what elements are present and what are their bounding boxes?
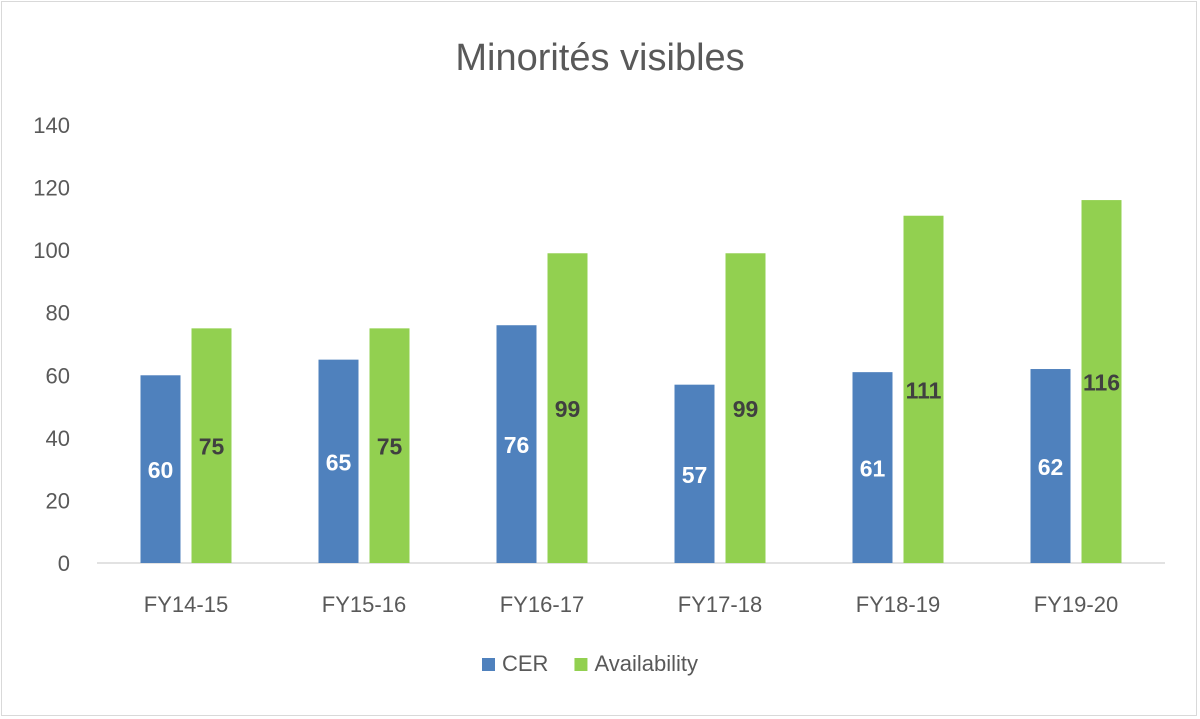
bars xyxy=(140,200,1122,564)
y-axis: 0 20 40 60 80 100 120 140 xyxy=(33,113,70,576)
data-label: 99 xyxy=(555,396,581,422)
bar-cer xyxy=(852,372,893,563)
bar-availability xyxy=(547,253,588,563)
data-label: 111 xyxy=(906,377,942,403)
legend-swatch xyxy=(482,658,495,671)
x-tick-label: FY18-19 xyxy=(856,592,940,617)
data-label: 76 xyxy=(504,432,530,458)
legend: CER Availability xyxy=(482,651,698,676)
legend-label: CER xyxy=(502,651,548,676)
bar-cer xyxy=(318,359,359,563)
x-tick-label: FY16-17 xyxy=(500,592,584,617)
y-tick-label: 20 xyxy=(46,488,70,513)
data-label: 65 xyxy=(326,449,352,475)
legend-label: Availability xyxy=(594,651,698,676)
legend-swatch xyxy=(574,658,588,671)
x-tick-label: FY15-16 xyxy=(322,592,406,617)
x-tick-label: FY14-15 xyxy=(144,592,228,617)
chart-title: Minorités visibles xyxy=(455,37,744,79)
data-label: 60 xyxy=(148,457,174,483)
y-tick-label: 80 xyxy=(46,301,70,326)
bar-cer xyxy=(674,384,715,563)
y-tick-label: 100 xyxy=(33,238,70,263)
data-label: 75 xyxy=(377,434,403,460)
y-tick-label: 60 xyxy=(46,363,70,388)
data-labels: 60 65 76 57 61 62 75 75 99 99 111 116 xyxy=(148,370,1120,488)
y-tick-label: 0 xyxy=(58,551,70,576)
x-tick-label: FY17-18 xyxy=(678,592,762,617)
bar-availability xyxy=(191,328,232,563)
data-label: 62 xyxy=(1038,454,1064,480)
data-label: 75 xyxy=(199,434,225,460)
x-tick-label: FY19-20 xyxy=(1034,592,1118,617)
bar-cer xyxy=(496,325,537,563)
y-tick-label: 120 xyxy=(33,176,70,201)
bar-availability xyxy=(369,328,410,563)
data-label: 61 xyxy=(860,456,886,482)
data-label: 116 xyxy=(1083,370,1120,396)
y-tick-label: 40 xyxy=(46,426,70,451)
bar-cer xyxy=(1030,369,1071,563)
bar-availability xyxy=(903,215,944,563)
bar-availability xyxy=(1081,200,1122,564)
bar-availability xyxy=(725,253,766,563)
data-label: 99 xyxy=(733,396,759,422)
x-axis: FY14-15 FY15-16 FY16-17 FY17-18 FY18-19 FY19-… xyxy=(97,562,1165,617)
data-label: 57 xyxy=(682,462,708,488)
bar-cer xyxy=(140,375,181,563)
y-tick-label: 140 xyxy=(33,113,70,138)
